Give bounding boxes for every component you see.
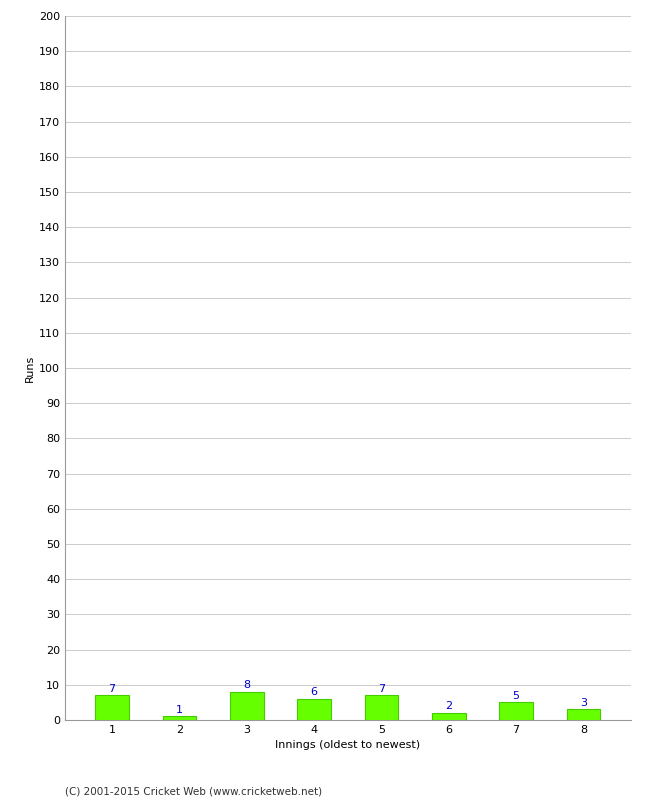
Text: 8: 8 <box>243 680 250 690</box>
Text: 5: 5 <box>513 690 519 701</box>
Bar <box>365 695 398 720</box>
Bar <box>297 699 331 720</box>
Text: 6: 6 <box>311 687 318 697</box>
Bar <box>230 692 264 720</box>
Text: 7: 7 <box>109 683 116 694</box>
Bar <box>162 717 196 720</box>
Bar <box>499 702 533 720</box>
Y-axis label: Runs: Runs <box>25 354 35 382</box>
Text: (C) 2001-2015 Cricket Web (www.cricketweb.net): (C) 2001-2015 Cricket Web (www.cricketwe… <box>65 786 322 796</box>
Bar <box>567 710 600 720</box>
Text: 1: 1 <box>176 705 183 714</box>
Bar <box>96 695 129 720</box>
Text: 2: 2 <box>445 701 452 711</box>
Text: 3: 3 <box>580 698 587 708</box>
X-axis label: Innings (oldest to newest): Innings (oldest to newest) <box>275 741 421 750</box>
Bar <box>432 713 465 720</box>
Text: 7: 7 <box>378 683 385 694</box>
